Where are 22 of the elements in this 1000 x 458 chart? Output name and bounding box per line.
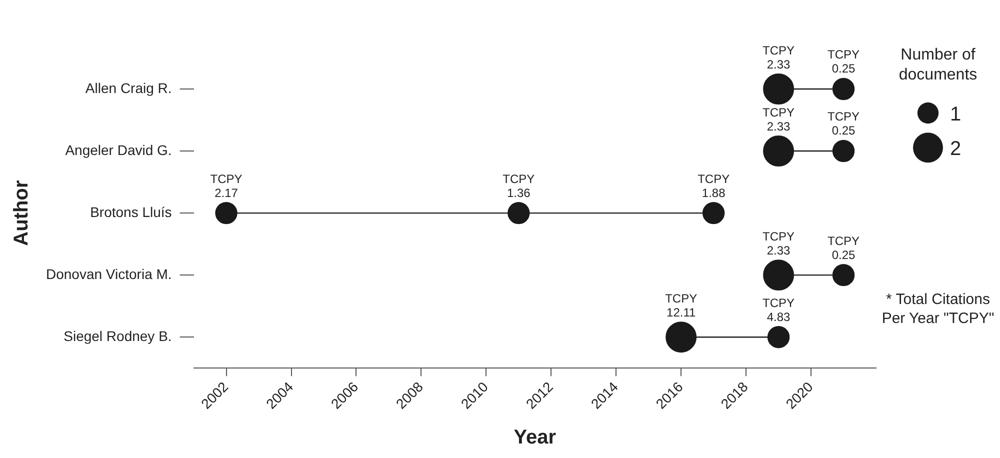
y-tick-label: Donovan Victoria M. — [46, 266, 172, 282]
legend-label: 1 — [950, 104, 962, 126]
data-label: TCPY 1.88 — [698, 172, 730, 200]
y-tick-label: Brotons Lluís — [90, 204, 172, 220]
y-axis-title: Author — [10, 180, 33, 246]
data-label: TCPY 0.25 — [828, 110, 860, 138]
data-label: TCPY 1.36 — [502, 172, 535, 200]
data-label: TCPY 0.25 — [828, 234, 860, 262]
data-label: TCPY 12.11 — [665, 291, 698, 320]
y-tick-label: Angeler David G. — [65, 142, 172, 158]
legend-title: Number of documents — [898, 46, 978, 84]
y-tick-label: Siegel Rodney B. — [64, 328, 172, 344]
x-axis-title: Year — [514, 426, 556, 449]
y-tick-label: Allen Craig R. — [85, 80, 172, 96]
data-label: TCPY 0.25 — [828, 48, 860, 76]
data-label: TCPY 2.33 — [762, 43, 795, 72]
legend-label: 2 — [950, 138, 962, 160]
data-label: TCPY 2.33 — [762, 229, 795, 258]
data-label: TCPY 2.33 — [762, 105, 795, 134]
text: * Total Citations Per Year "TCPY" — [882, 291, 994, 328]
data-label: TCPY 2.17 — [210, 172, 242, 200]
data-label: TCPY 4.83 — [762, 296, 795, 324]
